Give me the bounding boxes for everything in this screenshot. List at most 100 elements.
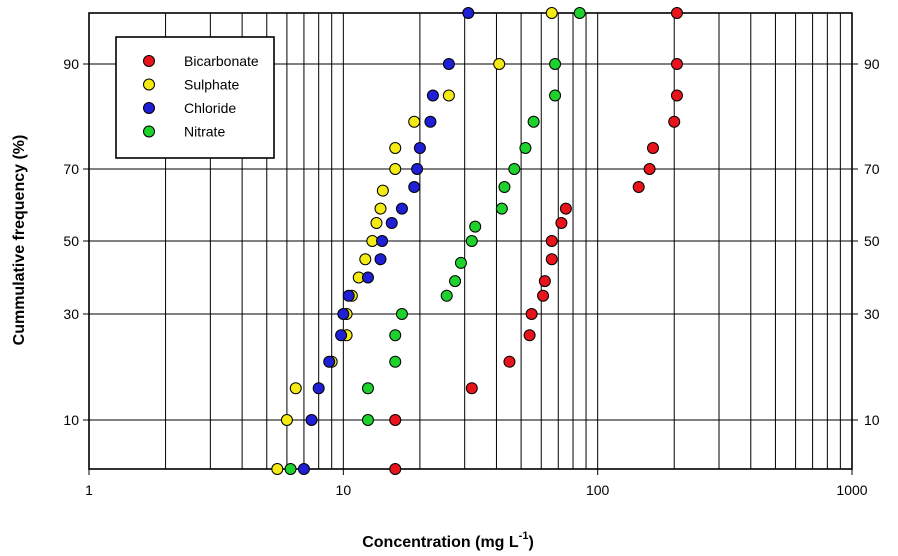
data-point	[449, 275, 462, 288]
data-point	[411, 163, 424, 175]
x-tick-label: 1000	[836, 482, 867, 498]
data-point	[395, 202, 408, 215]
data-point	[545, 7, 558, 19]
data-point	[545, 235, 558, 247]
legend-marker-sulphate	[143, 78, 155, 91]
data-point	[573, 7, 586, 19]
x-axis-title-text: Concentration (mg L	[362, 534, 519, 551]
data-point	[426, 89, 439, 102]
data-point	[549, 58, 562, 70]
data-point	[361, 382, 374, 395]
data-point	[323, 355, 336, 368]
data-point	[395, 308, 408, 320]
y-tick-label-right: 70	[864, 161, 880, 177]
data-point	[440, 289, 453, 302]
data-point	[389, 463, 402, 475]
legend-box	[115, 36, 275, 159]
y-tick-label-left: 90	[63, 56, 79, 72]
data-point	[297, 463, 310, 475]
data-point	[454, 256, 467, 269]
legend: Bicarbonate Sulphate Chloride Nitrate	[115, 36, 275, 159]
data-point	[643, 163, 656, 175]
data-point	[385, 217, 398, 229]
data-point	[519, 142, 532, 154]
legend-label-sulphate: Sulphate	[184, 77, 239, 93]
data-point	[469, 220, 482, 233]
data-point	[465, 382, 478, 395]
data-point	[442, 58, 455, 70]
x-axis-title-superscript: -1	[519, 530, 529, 542]
x-axis-title-close: )	[528, 534, 533, 551]
data-point	[632, 181, 645, 193]
x-tick-label: 1	[85, 482, 93, 498]
x-axis-title: Concentration (mg L-1)	[362, 530, 534, 551]
data-point	[465, 235, 478, 247]
series-nitrate	[284, 7, 586, 475]
data-point	[389, 163, 402, 175]
data-point	[462, 7, 475, 19]
data-point	[312, 382, 325, 395]
data-point	[670, 7, 683, 19]
legend-marker-bicarbonate	[143, 55, 155, 67]
x-tick-label: 100	[586, 482, 610, 498]
data-point	[305, 414, 318, 426]
data-point	[280, 414, 293, 426]
data-point	[537, 289, 550, 302]
data-point	[342, 289, 355, 302]
y-tick-label-left: 50	[63, 233, 79, 249]
data-point	[374, 202, 387, 215]
data-point	[495, 202, 508, 215]
legend-marker-chloride	[143, 102, 155, 114]
data-point	[376, 235, 389, 247]
data-point	[413, 142, 426, 154]
data-point	[389, 355, 402, 368]
data-point	[493, 58, 506, 70]
data-point	[646, 142, 659, 154]
data-point	[503, 355, 516, 368]
y-tick-label-right: 30	[864, 306, 880, 322]
data-points	[271, 7, 683, 475]
data-point	[359, 253, 372, 266]
data-point	[408, 115, 421, 128]
legend-label-chloride: Chloride	[184, 100, 236, 116]
data-point	[559, 202, 572, 215]
y-axis-title: Cummulative frequency (%)	[11, 135, 28, 346]
data-point	[498, 181, 511, 193]
legend-label-bicarbonate: Bicarbonate	[184, 53, 259, 69]
legend-label-nitrate: Nitrate	[184, 124, 225, 140]
data-point	[361, 414, 374, 426]
x-tick-label: 10	[336, 482, 352, 498]
data-point	[442, 89, 455, 102]
y-tick-label-left: 10	[63, 412, 79, 428]
data-point	[668, 115, 681, 128]
axis-ticks: 1 10 100 1000 10 10 30 30 50 50 70 70 90 90	[63, 56, 879, 498]
data-point	[508, 163, 521, 175]
data-point	[424, 115, 437, 128]
legend-marker-nitrate	[143, 125, 155, 138]
data-point	[389, 142, 402, 154]
data-point	[289, 382, 302, 395]
data-point	[374, 253, 387, 266]
data-point	[523, 329, 536, 342]
data-point	[670, 58, 683, 70]
data-point	[670, 89, 683, 102]
y-tick-label-left: 70	[63, 161, 79, 177]
data-point	[527, 115, 540, 128]
data-point	[555, 217, 568, 229]
data-point	[408, 181, 421, 193]
y-tick-label-right: 90	[864, 56, 880, 72]
y-tick-label-right: 50	[864, 233, 880, 249]
series-bicarbonate	[389, 7, 683, 475]
data-point	[376, 184, 389, 197]
data-point	[549, 89, 562, 102]
data-point	[337, 308, 350, 320]
data-point	[538, 275, 551, 288]
data-point	[370, 217, 383, 229]
data-point	[284, 463, 297, 475]
y-tick-label-left: 30	[63, 306, 79, 322]
data-point	[389, 414, 402, 426]
data-point	[545, 253, 558, 266]
data-point	[389, 329, 402, 342]
data-point	[361, 271, 374, 284]
